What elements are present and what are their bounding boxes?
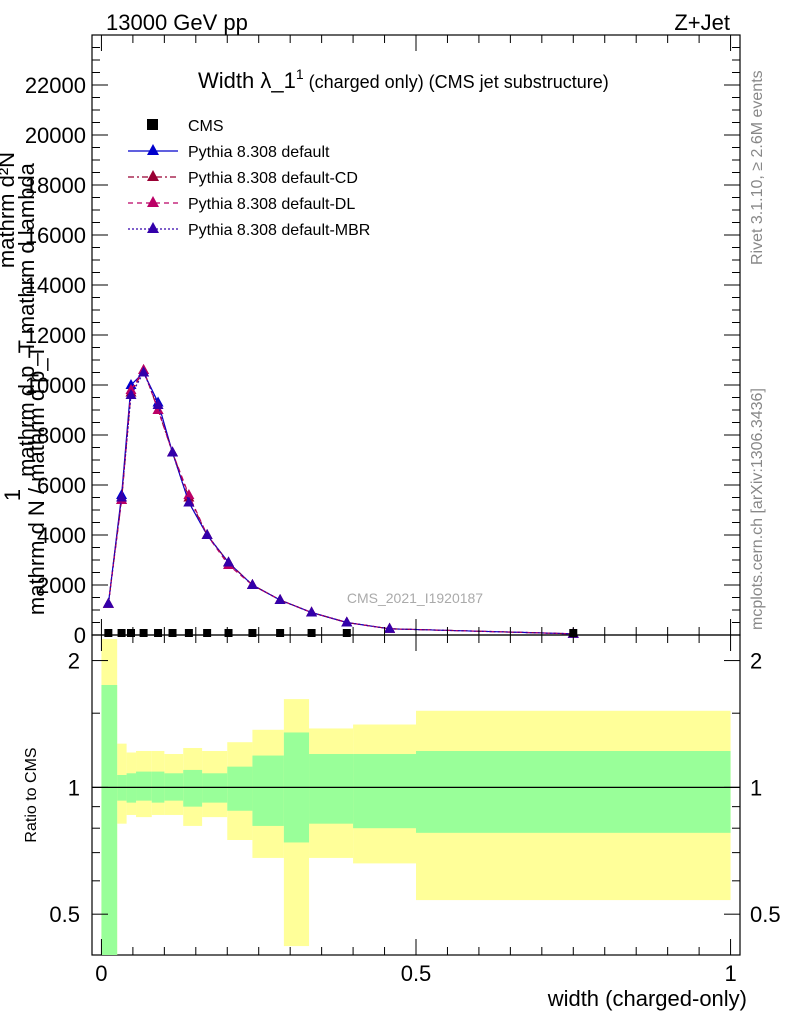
cms-data-point (104, 629, 113, 637)
x-tick-label: 0 (95, 961, 107, 986)
series-line (107, 371, 574, 635)
stat-uncertainty-band (252, 755, 284, 826)
stat-uncertainty-band (136, 771, 152, 801)
cms-data-point (224, 629, 233, 637)
cms-data-point (168, 629, 177, 637)
stat-uncertainty-band (416, 750, 731, 833)
y-tick-label: 20000 (25, 123, 86, 148)
series-point (167, 446, 179, 457)
cms-data-point (276, 629, 285, 637)
series-point (183, 496, 195, 507)
ylabel-denominator: mathrm d N / mathrm d p_T (24, 345, 49, 615)
ratio-panel-content (92, 639, 740, 955)
y-tick-label: 22000 (25, 73, 86, 98)
legend-label: CMS (188, 118, 224, 135)
legend-label: Pythia 8.308 default-MBR (188, 222, 370, 239)
cms-data-point (184, 629, 193, 637)
ratio-y-tick-label: 0.5 (49, 902, 80, 927)
rivet-version-label: Rivet 3.1.10, ≥ 2.6M events (749, 70, 766, 265)
analysis-watermark: CMS_2021_I1920187 (347, 590, 483, 606)
y-tick-label: 4000 (37, 523, 86, 548)
legend-marker-triangle (147, 196, 159, 207)
series-point (223, 556, 235, 567)
ratio-y-tick-label-right: 1 (750, 775, 762, 800)
ylabel-one: 1 (0, 489, 25, 501)
y-tick-label: 6000 (37, 473, 86, 498)
series-point (125, 389, 137, 399)
legend-marker-square (147, 119, 158, 130)
cms-data-point (342, 629, 351, 637)
ratio-ylabel: Ratio to CMS (23, 747, 40, 842)
main-title-superscript: 1 (296, 66, 304, 82)
series-line (107, 368, 574, 635)
ylabel-numerator-top: mathrm d²N (0, 152, 19, 268)
series-line (107, 368, 574, 635)
header-process-label: Z+Jet (674, 10, 730, 35)
ratio-y-tick-label-right: 0.5 (750, 902, 781, 927)
y-tick-label: 10000 (25, 373, 86, 398)
y-tick-label: 12000 (25, 323, 86, 348)
stat-uncertainty-band (227, 766, 253, 811)
x-tick-label: 0.5 (401, 961, 432, 986)
series-point (116, 491, 128, 502)
stat-uncertainty-band (353, 754, 416, 829)
y-tick-label: 16000 (25, 223, 86, 248)
cms-data-point (139, 629, 148, 637)
legend-marker-triangle (147, 222, 159, 233)
main-panel-axes: 0 2000 4000 6000 8000 10000 12000 14000 16000 180… (25, 35, 740, 648)
y-tick-label: 8000 (37, 423, 86, 448)
main-panel-content (102, 364, 579, 638)
x-tick-label: 1 (724, 961, 736, 986)
mcplots-label: mcplots.cern.ch [arXiv:1306.3436] (749, 388, 766, 630)
y-tick-label: 18000 (25, 173, 86, 198)
ratio-y-tick-label: 1 (68, 775, 80, 800)
ylabel-numerator-bottom: mathrm d p_T mathrm d lambda (14, 162, 39, 477)
xaxis-label: width (charged-only) (547, 986, 747, 1011)
series-point (306, 606, 318, 617)
series-point (152, 399, 164, 409)
main-title-prefix: Width λ_1 (198, 68, 296, 93)
ratio-panel-axes: 0.5 0.5 1 1 2 2 0 0.5 1 (49, 635, 781, 986)
series-point (138, 366, 150, 377)
main-title: Width λ_11 (charged only) (CMS jet subst… (198, 66, 609, 93)
series-point (201, 529, 213, 539)
legend-label: Pythia 8.308 default-DL (188, 196, 355, 213)
cms-data-point (127, 629, 136, 637)
series-point (341, 616, 353, 627)
series-line (107, 371, 574, 635)
legend-label: Pythia 8.308 default-CD (188, 170, 358, 187)
cms-data-point (307, 629, 316, 637)
y-tick-label: 14000 (25, 273, 86, 298)
series-point (384, 622, 396, 633)
cms-data-point (117, 629, 126, 637)
ratio-y-tick-label: 2 (68, 649, 80, 674)
main-title-suffix: (charged only) (CMS jet substructure) (304, 72, 609, 92)
cms-data-point (248, 629, 257, 637)
y-tick-label: 2000 (37, 573, 86, 598)
stat-uncertainty-band (101, 684, 118, 955)
series-point (246, 579, 258, 589)
legend-marker-triangle (147, 144, 159, 155)
series-point (183, 489, 195, 499)
cms-data-point (203, 629, 212, 637)
series-point (102, 597, 114, 608)
header-energy-label: 13000 GeV pp (106, 10, 248, 35)
legend-label: Pythia 8.308 default (188, 144, 330, 161)
stat-uncertainty-band (309, 754, 354, 824)
legend-marker-triangle (147, 170, 159, 181)
stat-uncertainty-band (183, 769, 203, 807)
cms-data-point (154, 629, 163, 637)
legend: CMS Pythia 8.308 default Pythia 8.308 defa… (128, 118, 370, 239)
y-tick-label: 0 (74, 623, 86, 648)
ratio-y-tick-label-right: 2 (750, 649, 762, 674)
series-point (274, 594, 286, 604)
